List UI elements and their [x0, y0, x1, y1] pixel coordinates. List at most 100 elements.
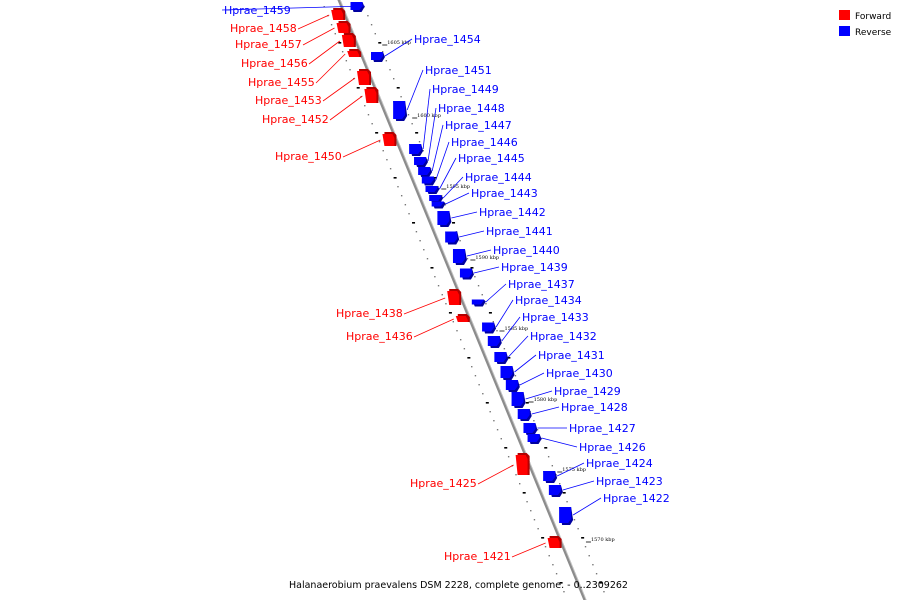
gene-hprae-1442	[437, 211, 452, 227]
tick-mark	[397, 186, 399, 188]
gene-block	[341, 35, 354, 47]
gene-label: Hprae_1458	[230, 22, 297, 35]
gene-block	[382, 134, 395, 146]
gene-leader-line	[531, 406, 560, 415]
tick-mark	[433, 177, 437, 179]
tick-mark	[386, 159, 388, 161]
gene-leader-line	[315, 53, 346, 84]
gene-hprae-1423	[548, 485, 563, 497]
tick-mark	[448, 312, 452, 314]
gene-hprae-1450	[382, 132, 397, 146]
tick-mark	[466, 258, 469, 260]
gene-leader-line	[445, 192, 470, 205]
gene-hprae-1437	[471, 299, 486, 307]
gene-leader-line	[431, 124, 444, 172]
gene-hprae-1421	[547, 536, 562, 548]
gene-hprae-1424	[543, 471, 558, 483]
gene-label: Hprae_1429	[554, 385, 621, 398]
tick-mark	[367, 15, 369, 17]
tick-mark	[374, 33, 376, 35]
tick-mark	[441, 294, 443, 296]
legend: Forward Reverse	[839, 10, 892, 38]
tick-mark	[599, 582, 603, 584]
gene-leader-line	[297, 14, 330, 30]
tick-mark	[419, 240, 421, 242]
tick-mark	[426, 258, 429, 260]
gene-leader-line	[556, 462, 585, 477]
tick-mark	[482, 393, 484, 395]
tick-mark	[445, 303, 447, 305]
gene-leader-line	[451, 211, 478, 219]
gene-leader-line	[495, 299, 514, 328]
gene-label: Hprae_1453	[255, 94, 322, 107]
gene-block	[331, 10, 344, 20]
tick-mark	[400, 195, 403, 197]
gene-leader-line	[422, 88, 431, 150]
gene-leader-line	[514, 354, 537, 373]
tick-mark	[356, 87, 360, 89]
legend-forward-swatch	[839, 10, 850, 20]
gene-hprae-1458	[331, 8, 346, 20]
gene-block	[505, 380, 518, 390]
tick-mark	[452, 222, 456, 224]
tick-mark	[330, 24, 333, 26]
gene-features	[331, 2, 574, 548]
genome-caption: Halanaerobium praevalens DSM 2228, compl…	[289, 580, 628, 591]
gene-leader-line	[329, 95, 363, 121]
gene-label: Hprae_1428	[561, 401, 628, 414]
tick-mark	[434, 276, 436, 278]
legend-forward-label: Forward	[855, 12, 891, 22]
gene-block	[336, 23, 349, 33]
gene-label: Hprae_1456	[241, 57, 308, 70]
gene-hprae-1441	[445, 231, 460, 245]
gene-label: Hprae_1438	[336, 307, 403, 320]
tick-mark	[548, 555, 550, 557]
tick-mark	[407, 114, 410, 116]
gene-leader-line	[406, 69, 424, 111]
gene-leader-line	[525, 390, 553, 400]
gene-block	[429, 195, 442, 201]
tick-mark	[470, 267, 474, 269]
tick-mark	[393, 78, 395, 80]
scale-label: 1595 kbp	[446, 184, 470, 190]
tick-mark	[515, 474, 517, 476]
gene-leader-line	[302, 27, 335, 46]
gene-label: Hprae_1430	[546, 367, 613, 380]
gene-label: Hprae_1425	[410, 477, 477, 490]
gene-block	[548, 485, 561, 495]
gene-hprae-1445	[425, 186, 440, 194]
tick-mark	[537, 528, 539, 530]
gene-label: Hprae_1444	[465, 171, 532, 184]
gene-hprae-1454	[371, 52, 385, 62]
gene-label: Hprae_1443	[471, 187, 538, 200]
tick-mark	[463, 348, 466, 350]
tick-mark	[492, 321, 495, 323]
gene-label: Hprae_1449	[432, 83, 499, 96]
gene-label: Hprae_1439	[501, 261, 568, 274]
gene-leader-line	[572, 497, 602, 516]
gene-hprae-1449	[409, 144, 424, 156]
gene-label: Hprae_1454	[414, 33, 481, 46]
gene-label: Hprae_1431	[538, 349, 605, 362]
tick-mark	[526, 501, 528, 503]
gene-label: Hprae_1427	[569, 422, 636, 435]
gene-block	[347, 51, 360, 57]
tick-mark	[588, 555, 590, 557]
tick-mark	[430, 267, 434, 269]
gene-block	[455, 316, 468, 322]
gene-hprae-1432	[494, 352, 509, 364]
tick-mark	[345, 60, 348, 62]
tick-mark	[364, 105, 366, 107]
genome-backbone-highlight	[339, 0, 587, 600]
tick-mark	[385, 60, 388, 62]
gene-label: Hprae_1434	[515, 294, 582, 307]
tick-mark	[452, 321, 455, 323]
tick-mark	[341, 51, 344, 53]
tick-mark	[389, 69, 391, 71]
tick-mark	[555, 573, 558, 575]
tick-mark	[459, 240, 461, 242]
tick-mark	[338, 42, 342, 44]
tick-mark	[504, 447, 508, 449]
gene-leader-line	[562, 480, 595, 491]
legend-reverse-label: Reverse	[855, 28, 892, 38]
